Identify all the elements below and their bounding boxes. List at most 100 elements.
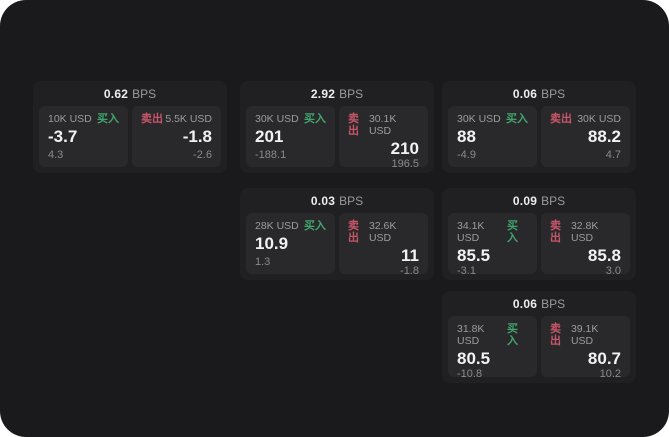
buy-price-value: 80.5 xyxy=(457,349,491,368)
sell-delta-value: -2.6 xyxy=(193,149,212,161)
sell-quote-panel[interactable]: 卖出 32.8K USD 85.8 3.0 xyxy=(541,213,630,277)
bps-spread-value: 0.62 xyxy=(103,86,129,101)
buy-delta-value: -188.1 xyxy=(255,149,287,161)
card-header: 0.06 BPS xyxy=(442,81,636,106)
quote-card: 0.09 BPS 34.1K USD 买入 85.5 -3.1 卖出 32.8K… xyxy=(442,188,636,280)
bps-unit-label: BPS xyxy=(339,86,364,101)
card-header: 0.09 BPS xyxy=(442,188,636,213)
buy-price-value: 88 xyxy=(457,127,476,146)
buy-side-tag: 买入 xyxy=(507,220,519,244)
card-header: 0.03 BPS xyxy=(240,188,434,213)
buy-delta-value: 1.3 xyxy=(255,256,271,268)
bps-unit-label: BPS xyxy=(339,193,364,208)
sell-price-value: 210 xyxy=(390,139,419,158)
buy-side-tag: 买入 xyxy=(97,113,119,125)
buy-price-value: 85.5 xyxy=(457,246,491,265)
sell-quote-panel[interactable]: 卖出 30.1K USD 210 196.5 xyxy=(339,106,428,170)
buy-amount-label: 28K USD xyxy=(255,220,299,232)
buy-panel-top: 10K USD 买入 xyxy=(48,113,119,125)
buy-price-value: 201 xyxy=(255,127,284,146)
quote-card: 2.92 BPS 30K USD 买入 201 -188.1 卖出 30.1K … xyxy=(240,81,434,173)
buy-quote-panel[interactable]: 30K USD 买入 88 -4.9 xyxy=(448,106,537,167)
card-header: 2.92 BPS xyxy=(240,81,434,106)
sell-price-value: 80.7 xyxy=(587,349,621,368)
sell-side-tag: 卖出 xyxy=(141,113,163,125)
sell-panel-top: 卖出 30K USD xyxy=(550,113,621,125)
sell-panel-top: 卖出 32.6K USD xyxy=(348,220,419,244)
sell-quote-panel[interactable]: 卖出 32.6K USD 11 -1.8 xyxy=(339,213,428,277)
buy-side-tag: 买入 xyxy=(506,113,528,125)
buy-panel-top: 30K USD 买入 xyxy=(457,113,528,125)
buy-delta-value: -3.1 xyxy=(457,265,476,277)
quote-panels: 34.1K USD 买入 85.5 -3.1 卖出 32.8K USD 85.8… xyxy=(442,213,636,277)
sell-delta-value: 10.2 xyxy=(599,368,621,380)
quote-panels: 30K USD 买入 88 -4.9 卖出 30K USD 88.2 4.7 xyxy=(442,106,636,167)
bps-unit-label: BPS xyxy=(132,86,157,101)
bps-spread-value: 0.09 xyxy=(512,193,538,208)
sell-price-value: 88.2 xyxy=(587,127,621,146)
bps-spread-value: 2.92 xyxy=(310,86,336,101)
buy-amount-label: 30K USD xyxy=(255,113,299,125)
buy-quote-panel[interactable]: 10K USD 买入 -3.7 4.3 xyxy=(39,106,128,167)
buy-quote-panel[interactable]: 30K USD 买入 201 -188.1 xyxy=(246,106,335,167)
buy-side-tag: 买入 xyxy=(304,220,326,232)
buy-price-value: 10.9 xyxy=(255,234,289,253)
card-header: 0.62 BPS xyxy=(33,81,227,106)
quote-panels: 30K USD 买入 201 -188.1 卖出 30.1K USD 210 1… xyxy=(240,106,434,170)
sell-side-tag: 卖出 xyxy=(550,323,561,347)
buy-quote-panel[interactable]: 28K USD 买入 10.9 1.3 xyxy=(246,213,335,274)
sell-delta-value: -1.8 xyxy=(400,265,419,277)
sell-panel-top: 卖出 39.1K USD xyxy=(550,323,621,347)
sell-side-tag: 卖出 xyxy=(550,220,561,244)
sell-delta-value: 4.7 xyxy=(605,149,621,161)
quote-card: 0.03 BPS 28K USD 买入 10.9 1.3 卖出 32.6K US… xyxy=(240,188,434,280)
bps-unit-label: BPS xyxy=(541,193,566,208)
quote-card: 0.62 BPS 10K USD 买入 -3.7 4.3 卖出 5.5K USD… xyxy=(33,81,227,173)
buy-amount-label: 10K USD xyxy=(48,113,92,125)
buy-delta-value: -4.9 xyxy=(457,149,476,161)
quote-panels: 10K USD 买入 -3.7 4.3 卖出 5.5K USD -1.8 -2.… xyxy=(33,106,227,167)
sell-panel-top: 卖出 30.1K USD xyxy=(348,113,419,137)
sell-price-value: -1.8 xyxy=(182,127,212,146)
sell-quote-panel[interactable]: 卖出 5.5K USD -1.8 -2.6 xyxy=(132,106,221,167)
sell-quote-panel[interactable]: 卖出 39.1K USD 80.7 10.2 xyxy=(541,316,630,380)
bps-unit-label: BPS xyxy=(541,296,566,311)
buy-panel-top: 28K USD 买入 xyxy=(255,220,326,232)
buy-amount-label: 30K USD xyxy=(457,113,501,125)
sell-side-tag: 卖出 xyxy=(550,113,572,125)
sell-amount-label: 5.5K USD xyxy=(165,113,212,125)
sell-amount-label: 30.1K USD xyxy=(368,113,397,137)
bps-spread-value: 0.03 xyxy=(310,193,336,208)
buy-panel-top: 30K USD 买入 xyxy=(255,113,326,125)
buy-price-value: -3.7 xyxy=(48,127,78,146)
sell-side-tag: 卖出 xyxy=(348,220,359,244)
buy-panel-top: 34.1K USD 买入 xyxy=(457,220,528,244)
buy-amount-label: 34.1K USD xyxy=(457,220,485,244)
bps-unit-label: BPS xyxy=(541,86,566,101)
buy-quote-panel[interactable]: 34.1K USD 买入 85.5 -3.1 xyxy=(448,213,537,277)
sell-side-tag: 卖出 xyxy=(348,113,359,137)
quote-panels: 31.8K USD 买入 80.5 -10.8 卖出 39.1K USD 80.… xyxy=(442,316,636,380)
sell-amount-label: 39.1K USD xyxy=(570,323,599,347)
buy-side-tag: 买入 xyxy=(304,113,326,125)
sell-amount-label: 32.8K USD xyxy=(570,220,599,244)
buy-side-tag: 买入 xyxy=(507,323,519,347)
bps-spread-value: 0.06 xyxy=(512,86,538,101)
bps-spread-value: 0.06 xyxy=(512,296,538,311)
sell-panel-top: 卖出 5.5K USD xyxy=(141,113,212,125)
sell-price-value: 11 xyxy=(401,246,419,265)
sell-amount-label: 32.6K USD xyxy=(368,220,397,244)
sell-amount-label: 30K USD xyxy=(577,113,621,125)
card-header: 0.06 BPS xyxy=(442,291,636,316)
buy-delta-value: 4.3 xyxy=(48,149,64,161)
sell-delta-value: 196.5 xyxy=(391,158,419,170)
sell-price-value: 85.8 xyxy=(587,246,621,265)
quote-card: 0.06 BPS 30K USD 买入 88 -4.9 卖出 30K USD 8… xyxy=(442,81,636,173)
buy-quote-panel[interactable]: 31.8K USD 买入 80.5 -10.8 xyxy=(448,316,537,380)
sell-quote-panel[interactable]: 卖出 30K USD 88.2 4.7 xyxy=(541,106,630,167)
sell-delta-value: 3.0 xyxy=(605,265,621,277)
buy-panel-top: 31.8K USD 买入 xyxy=(457,323,528,347)
buy-delta-value: -10.8 xyxy=(457,368,483,380)
quote-card: 0.06 BPS 31.8K USD 买入 80.5 -10.8 卖出 39.1… xyxy=(442,291,636,383)
